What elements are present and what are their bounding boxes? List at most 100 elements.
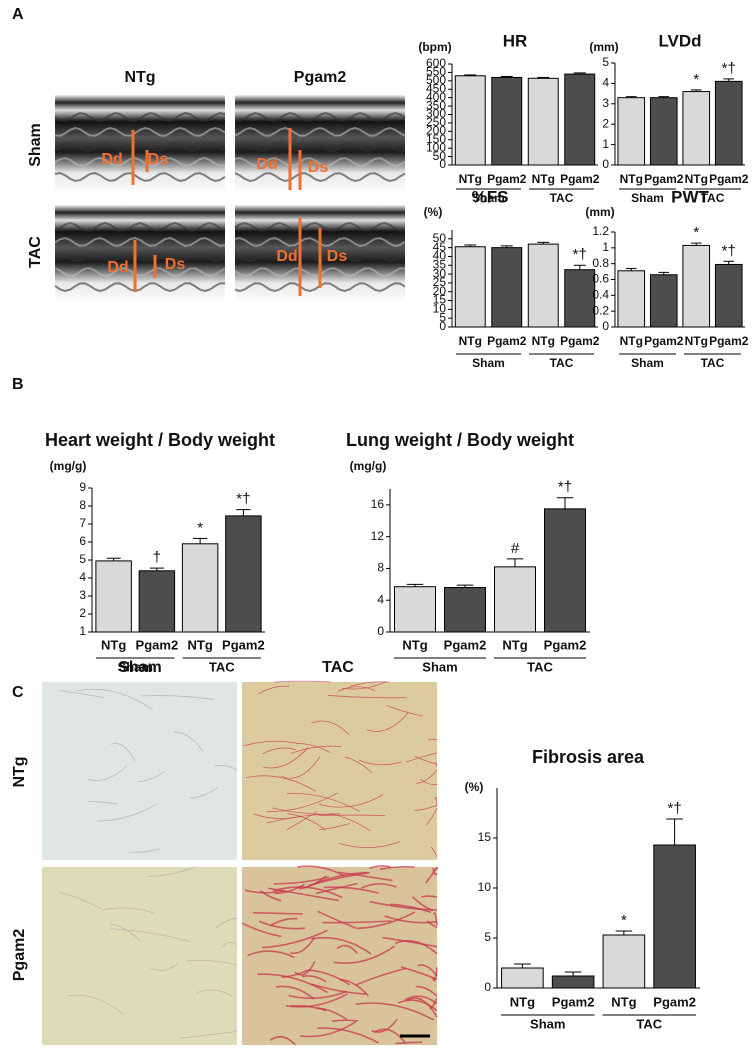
fiber	[262, 929, 328, 949]
y-tick-label: 1	[602, 137, 609, 151]
fiber	[189, 786, 219, 799]
y-tick-label: 10	[433, 302, 447, 316]
x-tick-label: NTg	[685, 334, 708, 348]
fiber	[140, 695, 214, 700]
echo-row-label: TAC	[27, 236, 44, 268]
fiber	[429, 997, 438, 1010]
y-axis-label: (mm)	[589, 40, 618, 54]
fiber	[342, 681, 386, 690]
y-tick-label: 20	[433, 284, 447, 298]
significance-mark: *†	[668, 800, 682, 817]
x-tick-label: NTg	[459, 334, 482, 348]
group-label: TAC	[209, 659, 235, 674]
fiber	[319, 823, 350, 831]
chart-title: LVDd	[658, 31, 701, 50]
fiber	[355, 1002, 435, 1021]
fiber	[274, 883, 305, 895]
bar	[444, 587, 486, 633]
chart-title: HR	[503, 31, 528, 50]
y-tick-label: 5	[484, 930, 491, 944]
fiber	[76, 688, 153, 711]
x-tick-label: NTg	[532, 172, 555, 186]
y-tick-label: 0.8	[592, 256, 609, 270]
fiber	[300, 1020, 357, 1038]
significance-mark: *†	[722, 60, 736, 77]
group-label: Sham	[631, 356, 664, 370]
fiber	[257, 973, 329, 994]
fiber	[350, 681, 390, 687]
y-tick-label: 50	[433, 149, 447, 163]
x-tick-label: Pgam2	[444, 637, 487, 652]
bar	[544, 508, 586, 633]
y-tick-label: 45	[433, 240, 447, 254]
y-tick-label: 3	[79, 588, 86, 602]
x-tick-label: NTg	[510, 994, 535, 1009]
fiber	[379, 865, 415, 871]
chart-title: PWT	[671, 187, 709, 206]
echo-texture	[234, 157, 406, 167]
significance-mark: #	[511, 540, 520, 557]
fiber	[398, 999, 438, 1012]
fiber	[150, 963, 179, 971]
y-axis-label: (mm)	[585, 205, 614, 219]
fiber	[433, 912, 438, 926]
fiber	[242, 922, 282, 938]
fiber	[290, 937, 316, 955]
fiber	[286, 793, 361, 813]
fiber	[322, 920, 392, 924]
fiber	[110, 928, 190, 942]
histology-column-label: TAC	[322, 659, 354, 676]
y-tick-label: 550	[426, 65, 446, 79]
y-tick-label: 15	[433, 293, 447, 307]
fiber	[288, 990, 348, 1000]
y-tick-label: 0.2	[592, 303, 609, 317]
bar	[527, 77, 559, 166]
fiber	[327, 695, 407, 699]
bar	[714, 80, 743, 166]
fiber	[430, 846, 438, 858]
fiber	[390, 903, 432, 914]
y-tick-label: 0.6	[592, 272, 609, 286]
y-tick-label: 0.4	[592, 288, 609, 302]
y-tick-label: 30	[433, 266, 447, 280]
significance-mark: *	[693, 224, 699, 241]
fiber	[243, 740, 299, 747]
fiber	[317, 910, 357, 930]
histology-row-label: Pgam2	[11, 929, 28, 982]
y-tick-label: 1	[602, 240, 609, 254]
x-tick-label: NTg	[620, 334, 643, 348]
y-tick-label: 0	[484, 980, 491, 994]
y-tick-label: 0	[439, 157, 446, 171]
fiber	[428, 738, 438, 741]
significance-mark: *	[693, 71, 699, 88]
fiber	[417, 964, 438, 977]
fiber	[344, 756, 373, 774]
histology-image	[42, 867, 237, 1045]
fiber	[315, 871, 368, 884]
y-tick-label: 450	[426, 81, 446, 95]
fiber	[315, 882, 358, 895]
bar	[564, 269, 596, 328]
y-tick-label: 2	[602, 116, 609, 130]
y-tick-label: 350	[426, 98, 446, 112]
fiber	[87, 801, 118, 805]
dd-label: Dd	[256, 156, 277, 173]
echo-texture	[54, 221, 226, 232]
ds-label: Ds	[165, 256, 186, 273]
y-tick-label: 9	[79, 480, 86, 494]
fiber	[87, 765, 128, 781]
bar	[564, 73, 596, 166]
y-axis-label: (mg/g)	[350, 459, 387, 473]
y-tick-label: 12	[371, 529, 385, 543]
x-tick-label: Pgam2	[653, 994, 696, 1009]
echo-texture	[54, 172, 226, 182]
y-tick-label: 100	[426, 140, 446, 154]
fiber	[262, 747, 296, 755]
fiber	[336, 944, 358, 954]
echo-texture	[54, 141, 226, 152]
fiber	[416, 769, 438, 784]
histology-image	[42, 682, 237, 860]
group-label: Sham	[530, 1016, 565, 1031]
fiber	[395, 1041, 423, 1045]
fiber	[253, 911, 303, 915]
